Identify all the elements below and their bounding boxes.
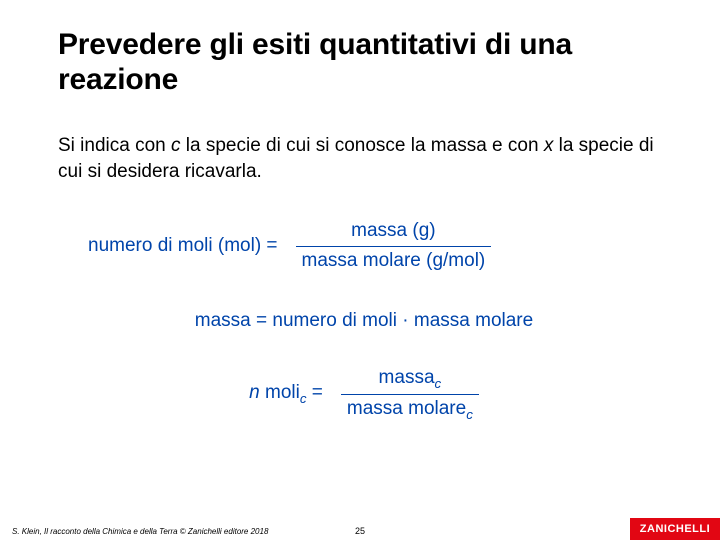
equation-2: massa = numero di moli · massa molare <box>58 310 670 332</box>
eq3-lhs: n molic = <box>249 382 323 406</box>
eq1-fraction: massa (g) massa molare (g/mol) <box>296 219 492 273</box>
eq3-num-sub: c <box>435 375 442 390</box>
equation-3: n molic = massac massa molarec <box>58 366 670 423</box>
eq3-num-base: massa <box>379 367 435 388</box>
eq3-equals: = <box>307 382 323 403</box>
variable-c: c <box>171 135 181 156</box>
variable-x: x <box>544 135 554 156</box>
slide: Prevedere gli esiti quantitativi di una … <box>0 0 720 540</box>
eq3-n: n <box>249 382 260 403</box>
publisher-logo: ZANICHELLI <box>630 518 720 540</box>
eq3-denominator: massa molarec <box>341 395 479 423</box>
eq3-lhs-sub: c <box>300 391 307 406</box>
footer: S. Klein, Il racconto della Chimica e de… <box>0 518 720 540</box>
intro-paragraph: Si indica con c la specie di cui si cono… <box>58 133 670 184</box>
eq3-den-base: massa molare <box>347 398 466 419</box>
text-part2: la specie di cui si conosce la massa e c… <box>181 135 544 156</box>
eq1-numerator: massa (g) <box>345 219 441 246</box>
eq1-lhs: numero di moli (mol) = <box>88 235 278 257</box>
footer-credit: S. Klein, Il racconto della Chimica e de… <box>12 527 268 536</box>
eq3-moli: moli <box>260 382 300 403</box>
equation-1: numero di moli (mol) = massa (g) massa m… <box>88 219 670 273</box>
slide-title: Prevedere gli esiti quantitativi di una … <box>58 28 670 97</box>
eq3-den-sub: c <box>466 407 473 422</box>
eq3-numerator: massac <box>373 366 448 394</box>
eq1-denominator: massa molare (g/mol) <box>296 247 492 274</box>
page-number: 25 <box>355 526 365 536</box>
eq3-fraction: massac massa molarec <box>341 366 479 423</box>
text-part1: Si indica con <box>58 135 171 156</box>
